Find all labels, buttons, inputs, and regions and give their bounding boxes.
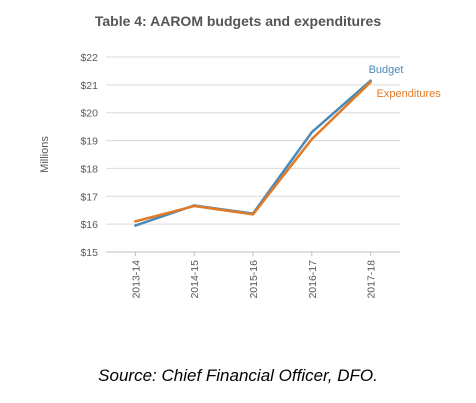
- series-line-budget: [134, 79, 372, 227]
- legend-label-budget: Budget: [369, 64, 404, 76]
- line-chart-svg: Table 4: AAROM budgets and expenditures $…: [39, 13, 442, 299]
- source-caption: Source: Chief Financial Officer, DFO.: [98, 366, 378, 385]
- y-tick-label: $15: [80, 247, 98, 259]
- y-axis-label: Millions: [39, 136, 51, 173]
- x-tick-label: 2014-15: [189, 260, 201, 299]
- y-tick-label: $21: [80, 80, 98, 92]
- x-tick-label: 2013-14: [130, 260, 142, 299]
- y-tick-label: $20: [80, 108, 98, 120]
- chart: Table 4: AAROM budgets and expenditures $…: [39, 13, 442, 299]
- data-point-expenditures: [251, 213, 255, 216]
- series-line-expenditures: [134, 80, 372, 223]
- data-point-expenditures: [310, 137, 313, 141]
- data-point-budget: [134, 224, 137, 227]
- y-tick-label: $17: [80, 191, 98, 203]
- data-point-budget: [310, 131, 313, 134]
- x-tick-label: 2017-18: [366, 260, 378, 299]
- legend-label-expenditures: Expenditures: [377, 88, 442, 100]
- x-tick-label: 2015-16: [248, 260, 260, 299]
- y-tick-label: $22: [80, 52, 98, 64]
- y-tick-label: $18: [80, 163, 98, 175]
- chart-title: Table 4: AAROM budgets and expenditures: [95, 13, 381, 29]
- y-tick-label: $19: [80, 136, 98, 148]
- data-point-expenditures: [369, 80, 372, 84]
- x-tick-label: 2016-17: [307, 260, 319, 299]
- data-point-expenditures: [193, 204, 196, 208]
- data-point-expenditures: [134, 220, 137, 223]
- y-tick-label: $16: [80, 219, 98, 231]
